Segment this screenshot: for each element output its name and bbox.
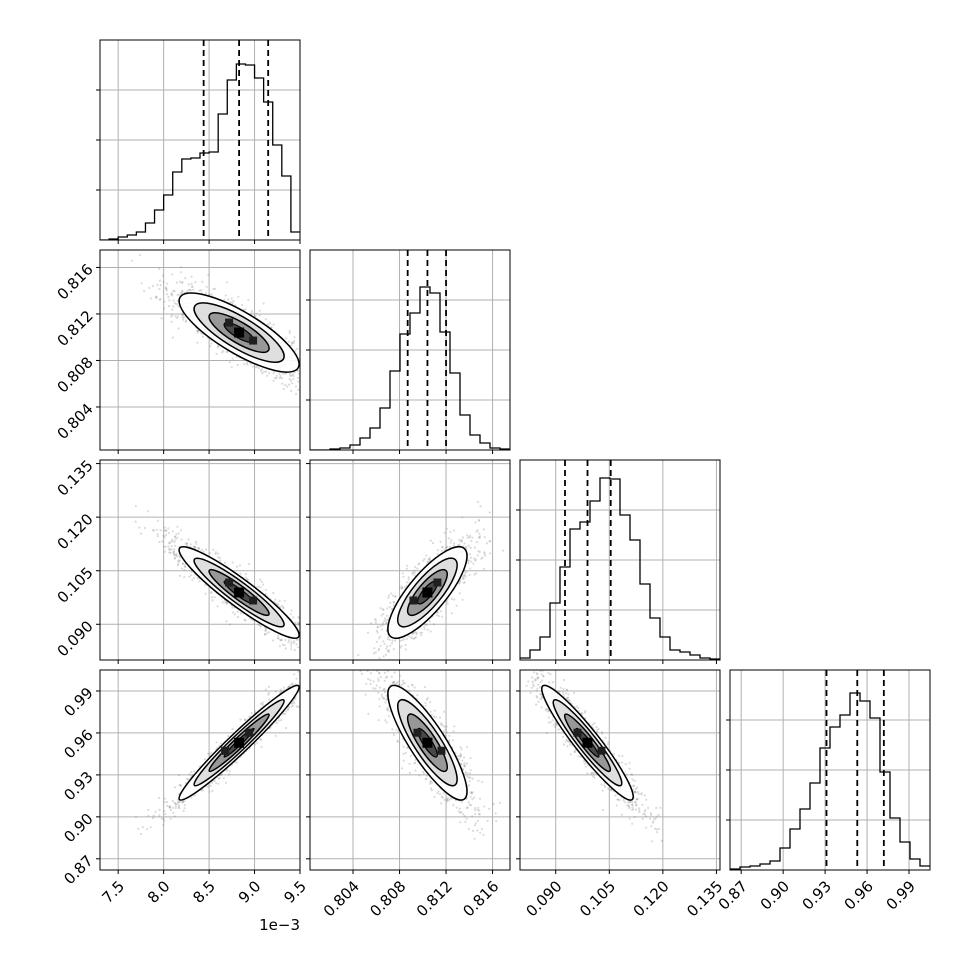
density-cell (437, 746, 446, 755)
panel-frame (99, 459, 301, 661)
y-tick-label: 0.99 (60, 684, 96, 720)
y-tick-label: 0.808 (54, 353, 97, 396)
panel-frame (519, 459, 721, 661)
contour-line-0 (387, 684, 468, 801)
panel-frame (519, 669, 721, 871)
y-tick-label: 0.105 (54, 564, 97, 607)
contour-line-0 (541, 684, 634, 801)
density-peak-cell (422, 737, 433, 748)
scatter-panel-2-1 (306, 459, 511, 664)
density-peak-cell (234, 327, 245, 338)
density-cell (221, 746, 230, 755)
y-tick-label: 0.120 (54, 510, 97, 553)
y-tick-label: 0.090 (54, 617, 97, 660)
panel-frame (309, 459, 511, 661)
contour-line-1 (397, 698, 458, 787)
density-cell (413, 728, 422, 737)
density-cell (573, 728, 582, 737)
scatter-panel-2-0: 0.090 0.105 0.120 0.135 (54, 457, 301, 664)
y-tick-label: 0.87 (60, 852, 96, 888)
density-cell (409, 596, 418, 605)
density-cell (225, 318, 234, 327)
y-tick-label: 0.816 (54, 260, 97, 303)
panel-content (131, 254, 300, 395)
panel-frame (729, 669, 931, 871)
contour-line-2 (208, 568, 270, 617)
density-cell (597, 746, 606, 755)
x-tick-label: 9.0 (235, 877, 265, 907)
histogram-step-line (730, 692, 930, 870)
x-tick-label: 0.804 (320, 877, 363, 920)
y-tick-label: 0.812 (54, 307, 97, 350)
panel-frame (99, 39, 301, 241)
panel-frame (309, 249, 511, 451)
density-cell (225, 578, 234, 587)
contour-line-2 (406, 713, 448, 773)
x-tick-label: 0.96 (841, 877, 877, 913)
density-peak-cell (422, 587, 433, 598)
scatter-panel-3-1: 0.804 0.808 0.812 0.816 (306, 669, 511, 920)
x-tick-label: 0.120 (630, 877, 673, 920)
x-tick-label: 0.90 (757, 877, 793, 913)
density-cell (249, 596, 258, 605)
histogram-panel-3: 0.87 0.90 0.93 0.96 0.99 (715, 669, 931, 914)
y-tick-label: 0.96 (60, 726, 96, 762)
density-peak-cell (234, 587, 245, 598)
y-tick-label: 0.90 (60, 810, 96, 846)
panel-content (359, 670, 502, 840)
histogram-panel-2 (516, 459, 721, 664)
panel-content (525, 670, 663, 843)
contour-line-1 (193, 557, 285, 628)
x-tick-label: 8.0 (144, 877, 174, 907)
x-tick-label: 0.99 (883, 877, 919, 913)
scatter-panel-3-0: 0.87 0.90 0.93 0.96 0.99 7.5 8.0 8.5 9.0 9.5 (60, 669, 310, 907)
panel-content (357, 500, 505, 660)
scatter-panel-3-2: 0.090 0.105 0.120 0.135 (516, 669, 726, 920)
x-tick-label: 9.5 (280, 877, 310, 907)
y-tick-label: 0.804 (54, 400, 97, 443)
histogram-step-line (100, 63, 300, 240)
x-tick-label: 0.090 (523, 877, 566, 920)
density-cell (433, 578, 442, 587)
y-tick-label: 0.93 (60, 768, 96, 804)
y-tick-label: 0.135 (54, 457, 97, 500)
x-tick-label: 8.5 (189, 877, 219, 907)
contour-line-0 (178, 292, 300, 373)
x-tick-label: 0.87 (715, 877, 751, 913)
histogram-panel-0 (96, 39, 301, 244)
contour-line-0 (387, 546, 468, 639)
x-tick-label: 7.5 (98, 877, 128, 907)
contour-line-1 (193, 302, 285, 363)
contour-line-2 (406, 568, 448, 617)
panel-frame (99, 249, 301, 451)
contour-line-0 (178, 684, 300, 801)
histogram-step-line (310, 286, 510, 450)
histogram-step-line (520, 477, 720, 660)
x-tick-label: 0.816 (459, 877, 502, 920)
x-tick-label: 0.808 (366, 877, 409, 920)
panel-content (134, 505, 300, 652)
x-tick-label: 0.105 (576, 877, 619, 920)
histogram-panel-1 (306, 249, 511, 454)
contour-line-1 (193, 698, 285, 787)
contour-line-1 (552, 698, 623, 787)
density-cell (245, 728, 254, 737)
contour-line-2 (208, 312, 270, 354)
contour-line-0 (178, 546, 300, 639)
axis-offset-label: 1e−3 (259, 916, 300, 934)
x-tick-label: 0.812 (413, 877, 456, 920)
density-peak-cell (582, 737, 593, 748)
contour-line-1 (397, 557, 458, 628)
x-tick-label: 0.93 (799, 877, 835, 913)
panel-content (134, 670, 300, 836)
density-cell (249, 336, 258, 345)
panel-frame (99, 669, 301, 871)
panel-frame (309, 669, 511, 871)
density-peak-cell (234, 737, 245, 748)
